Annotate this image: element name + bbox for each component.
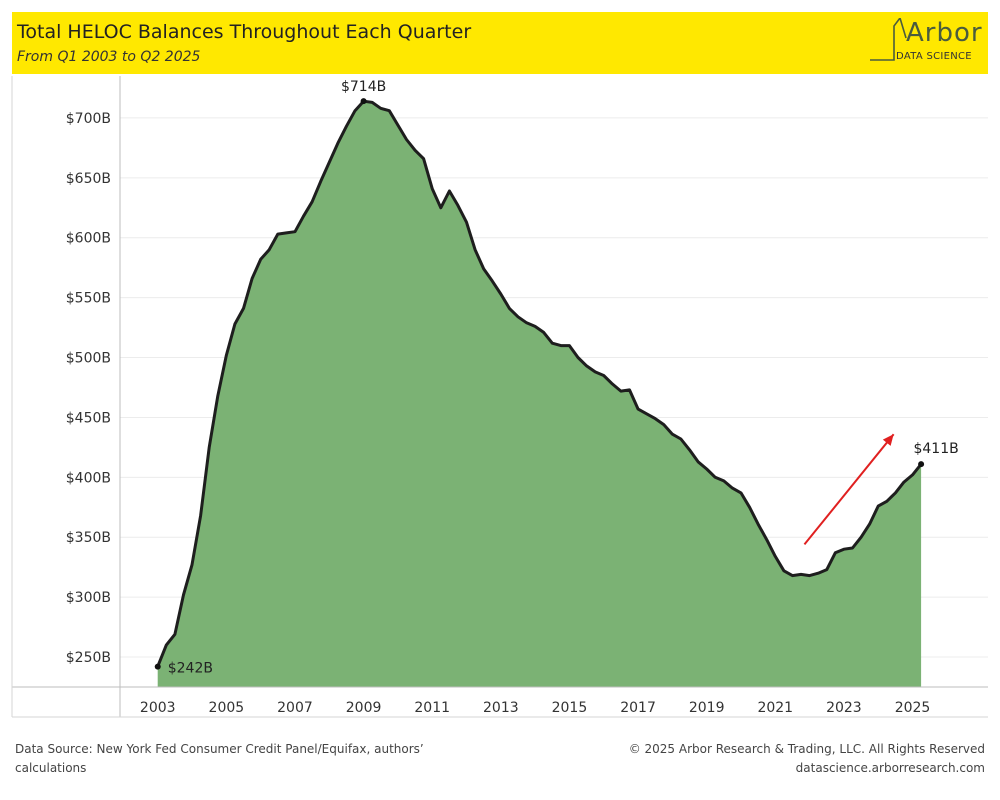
x-tick-label: 2023 [826,700,862,716]
x-tick-label: 2021 [757,700,793,716]
y-tick-label: $650B [66,171,111,187]
trend-arrow-head-icon [882,434,894,446]
arbor-logo: Arbor DATA SCIENCE [870,18,986,68]
footer-credits: © 2025 Arbor Research & Trading, LLC. Al… [629,740,985,778]
x-tick-label: 2003 [140,700,176,716]
chart-subtitle: From Q1 2003 to Q2 2025 [17,49,201,65]
website-link[interactable]: datascience.arborresearch.com [795,761,985,775]
x-tick-label: 2011 [414,700,450,716]
logo-tagline: DATA SCIENCE [896,51,972,62]
annotation-point [360,98,367,105]
balance-line [156,99,923,668]
y-tick-label: $350B [66,530,111,546]
x-tick-label: 2007 [277,700,313,716]
chart-title: Total HELOC Balances Throughout Each Qua… [17,21,472,43]
y-tick-label: $250B [66,650,111,666]
x-tick-label: 2017 [620,700,656,716]
annotation-label: $411B [913,441,958,457]
data-source-note: Data Source: New York Fed Consumer Credi… [15,742,424,775]
annotation-point [154,663,161,670]
header-banner: Total HELOC Balances Throughout Each Qua… [12,12,988,74]
annotation-label: $714B [341,79,386,95]
annotation-point [918,461,925,468]
x-tick-label: 2025 [895,700,931,716]
axes [11,76,988,718]
y-tick-label: $700B [66,111,111,127]
y-tick-label: $550B [66,291,111,307]
x-tick-label: 2005 [209,700,245,716]
tick-labels: $250B $300B $350B $400B $450B $500B $550B $600B… [66,111,931,716]
annotation-label: $242B [168,661,213,677]
area-series [156,99,923,687]
x-tick-label: 2009 [346,700,382,716]
annotations: $242B $714B $411B [154,79,959,677]
balance-area-fill [157,101,922,687]
y-tick-label: $500B [66,351,111,367]
y-tick-label: $600B [66,231,111,247]
x-tick-label: 2013 [483,700,519,716]
logo-wordmark: Arbor [906,18,983,48]
x-tick-label: 2019 [689,700,725,716]
arbor-logo-icon [870,18,907,61]
y-tick-label: $450B [66,410,111,426]
copyright-text: © 2025 Arbor Research & Trading, LLC. Al… [628,742,985,756]
trend-arrow-shaft [803,433,895,546]
y-tick-label: $300B [66,590,111,606]
y-tick-label: $400B [66,470,111,486]
x-tick-label: 2015 [552,700,588,716]
